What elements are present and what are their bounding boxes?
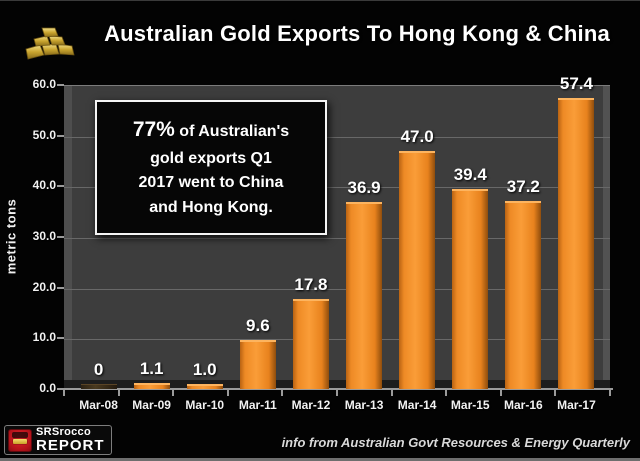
y-tick-label: 20.0 [32, 279, 56, 294]
bar-value-label: 9.6 [246, 316, 270, 336]
bar [80, 384, 117, 389]
bar-value-label: 1.1 [139, 359, 164, 379]
y-tick-mark [57, 134, 64, 137]
logo-line2: REPORT [36, 437, 105, 454]
chart-title: Australian Gold Exports To Hong Kong & C… [104, 21, 610, 46]
y-tick-label: 30.0 [32, 229, 56, 243]
y-tick-label: 50.0 [32, 127, 56, 142]
bar-value-label: 39.4 [453, 165, 487, 185]
bar-value-label: 37.2 [506, 176, 540, 196]
bar-value-label: 57.4 [559, 74, 593, 94]
x-tick-label: Mar-16 [504, 398, 543, 412]
x-tick-mark [554, 390, 557, 396]
gridline [64, 187, 610, 189]
header: Australian Gold Exports To Hong Kong & C… [0, 1, 640, 73]
gold-bars-icon [25, 27, 75, 60]
gridline [64, 288, 610, 290]
bar [133, 383, 170, 389]
plot-right-wall [603, 86, 610, 389]
bar-value-label: 36.9 [347, 178, 381, 198]
bar [292, 298, 329, 389]
bar-value-label: 17.8 [294, 274, 328, 294]
x-tick-mark [499, 390, 502, 396]
footer: SRSrocco REPORT info from Australian Gov… [0, 421, 640, 458]
x-tick-label: Mar-08 [79, 398, 118, 412]
x-tick-mark [117, 390, 120, 396]
annotation-box: 77% of Australian's gold exports Q1 2017 w… [95, 100, 327, 235]
gridline [64, 136, 610, 138]
x-tick-label: Mar-09 [132, 398, 171, 412]
x-tick-mark [336, 390, 338, 396]
annotation-lead: 77% [132, 118, 175, 141]
y-tick-mark [57, 286, 64, 289]
x-tick-mark [281, 390, 284, 396]
source-note: info from Australian Govt Resources & En… [281, 435, 630, 450]
bar [399, 150, 436, 389]
bar [186, 383, 223, 389]
x-tick-mark [609, 390, 611, 396]
y-tick-mark [57, 236, 64, 238]
bar [505, 200, 542, 389]
y-tick-mark [57, 84, 64, 86]
x-axis-line [61, 388, 613, 390]
y-tick-mark [57, 185, 64, 188]
bar-value-label: 47.0 [400, 126, 434, 146]
x-tick-mark [63, 390, 65, 396]
x-tick-mark [390, 390, 393, 396]
gridline [64, 238, 610, 239]
x-tick-label: Mar-12 [291, 398, 331, 412]
srsrocco-logo: SRSrocco REPORT [4, 425, 112, 455]
x-tick-label: Mar-17 [557, 398, 596, 412]
x-tick-label: Mar-10 [185, 398, 225, 412]
x-tick-label: Mar-13 [344, 398, 384, 412]
logo-line1: SRSrocco [36, 426, 91, 438]
bar [558, 98, 595, 389]
bar-value-label: 1.0 [192, 359, 217, 379]
y-tick-mark [57, 337, 64, 340]
y-tick-label: 0.0 [39, 381, 56, 395]
bar [239, 340, 276, 389]
x-tick-label: Mar-15 [450, 398, 490, 412]
gridline [64, 339, 610, 341]
x-tick-mark [172, 390, 175, 396]
y-tick-label: 10.0 [32, 330, 56, 345]
x-tick-label: Mar-11 [238, 398, 277, 412]
bar-value-label: 0 [93, 360, 104, 379]
plot-floor [64, 380, 610, 389]
y-tick-label: 60.0 [32, 77, 56, 91]
x-tick-mark [445, 390, 448, 396]
x-tick-mark [226, 390, 229, 396]
plot-left-wall [64, 86, 72, 389]
y-tick-mark [57, 388, 64, 390]
bar [452, 189, 489, 389]
bar [346, 202, 383, 389]
y-tick-label: 40.0 [32, 178, 56, 193]
x-tick-label: Mar-14 [397, 398, 437, 412]
srsrocco-logo-icon [8, 428, 32, 452]
